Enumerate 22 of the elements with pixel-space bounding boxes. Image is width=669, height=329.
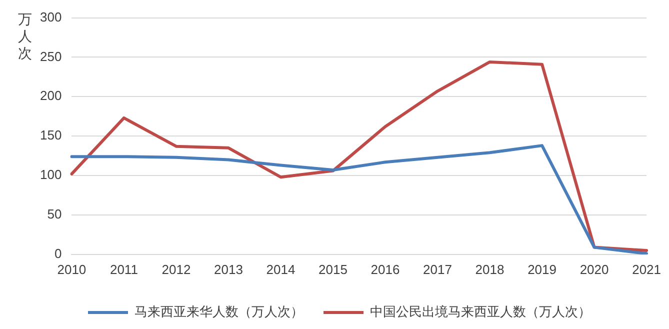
x-tick-label: 2017 [423,262,452,277]
y-tick-label: 250 [40,48,62,64]
x-tick-label: 2012 [162,262,191,277]
x-tick-label: 2016 [370,262,400,277]
y-tick-label: 50 [47,206,62,222]
x-tick-label: 2019 [528,262,556,277]
x-tick-label: 2011 [110,262,138,277]
x-tick-label: 2013 [214,262,243,277]
y-tick-label: 150 [40,128,62,143]
x-tick-label: 2014 [266,262,296,277]
y-axis-title: 万人次 [18,12,33,63]
y-tick-label: 0 [54,246,62,261]
y-tick-label: 100 [40,167,62,182]
y-tick-label: 200 [40,88,62,104]
x-tick-label: 2018 [475,262,504,277]
x-tick-label: 2015 [318,262,348,277]
legend-label: 中国公民出境马来西亚人数（万人次） [370,304,591,320]
x-tick-label: 2010 [57,262,86,277]
legend-label: 马来西亚来华人数（万人次） [134,304,304,320]
x-tick-label: 2021 [632,262,661,277]
x-tick-label: 2020 [580,262,609,277]
y-tick-label: 300 [40,9,62,24]
